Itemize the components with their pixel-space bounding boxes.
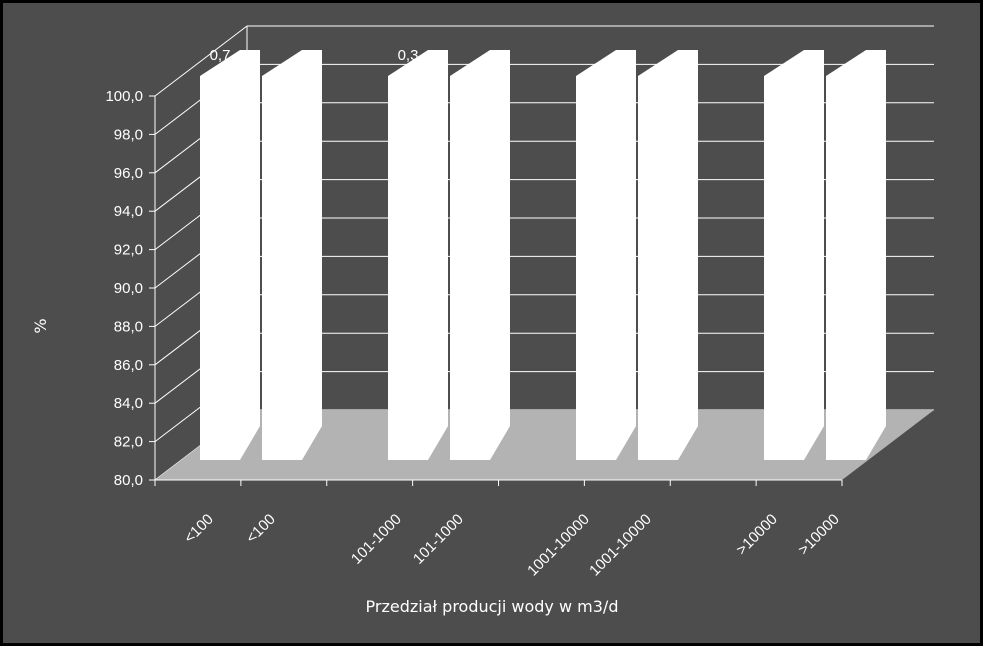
y-tick-label-2: 84,0 [114,395,143,412]
data-label-2: 0,3 [398,47,419,64]
data-label-0: 0,7 [210,47,231,64]
y-tick-label-6: 92,0 [114,242,143,259]
y-axis-title: % [31,318,50,333]
bar-7 [826,50,886,460]
bar-4 [576,50,636,460]
bar-3 [450,50,510,460]
y-tick-label-0: 80,0 [114,472,143,489]
chart-floor [155,410,934,480]
y-tick-label-1: 82,0 [114,434,143,451]
gridline-wall-10 [154,25,248,97]
bar-1 [262,50,322,460]
y-tick-label-10: 100,0 [105,88,143,105]
x-axis-title: Przedział producji wody w m3/d [366,597,619,616]
bar-0 [200,50,260,460]
bar-6 [764,50,824,460]
y-tick-label-9: 98,0 [114,126,143,143]
plot-area: 80,0 82,0 84,0 86,0 88,0 90,0 92,0 94,0 96,0 98,0… [105,25,934,579]
y-tick-label-3: 86,0 [114,357,143,374]
y-tick-label-5: 90,0 [114,280,143,297]
y-tick-label-7: 94,0 [114,203,143,220]
bar-5 [638,50,698,460]
bar-2 [388,50,448,460]
y-tick-label-8: 96,0 [114,165,143,182]
y-tick-label-4: 88,0 [114,318,143,335]
